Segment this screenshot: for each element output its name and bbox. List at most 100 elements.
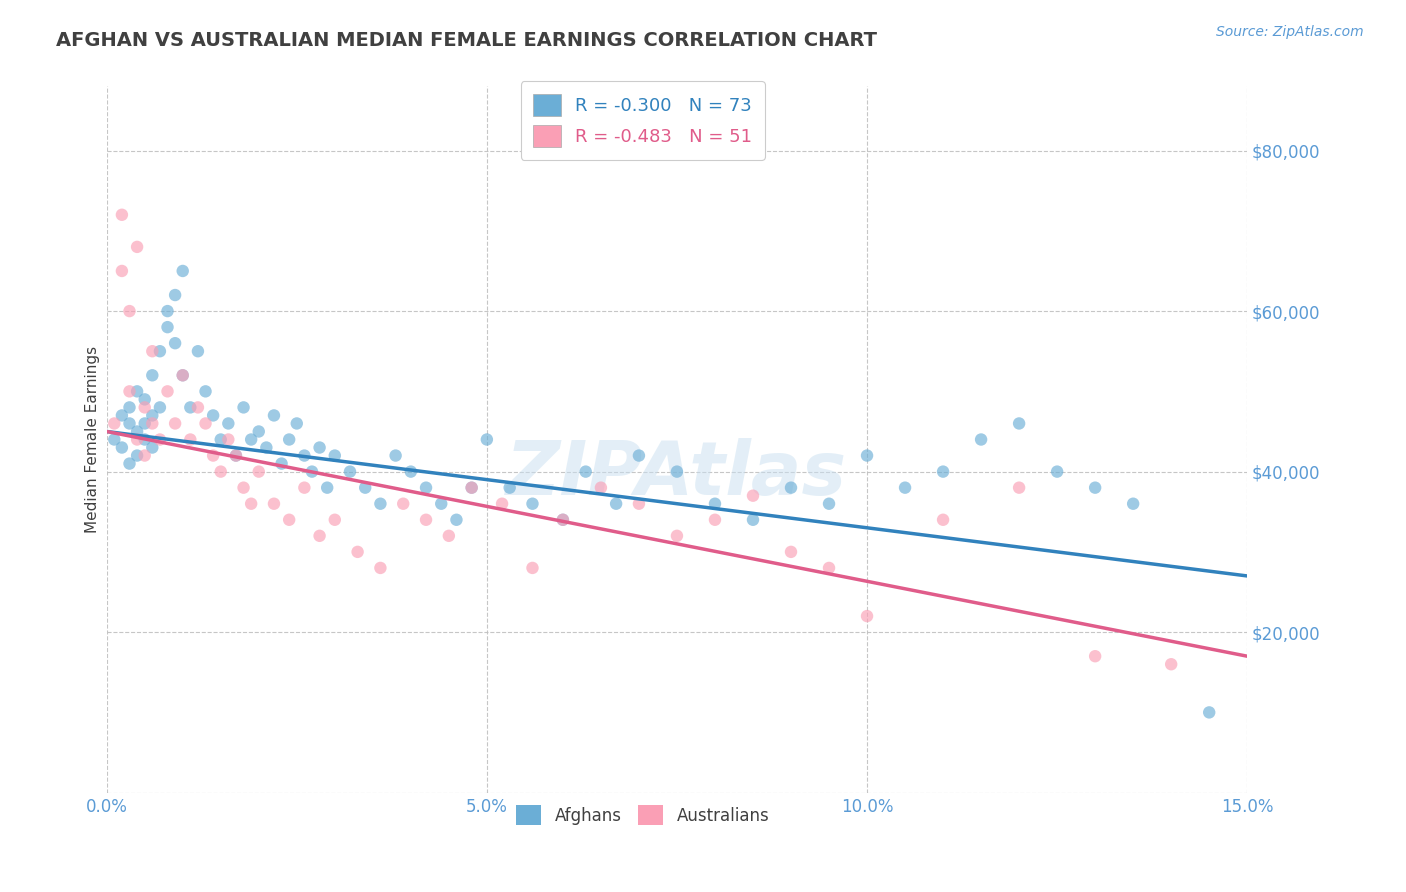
Point [194, 417, 217, 431]
Point [522, 497, 544, 511]
Point [118, 304, 141, 318]
Point [240, 497, 263, 511]
Point [780, 481, 803, 495]
Point [894, 481, 917, 495]
Point [209, 433, 232, 447]
Point [384, 449, 406, 463]
Point [415, 513, 437, 527]
Point [103, 417, 125, 431]
Point [232, 481, 254, 495]
Point [134, 417, 156, 431]
Point [247, 465, 270, 479]
Point [172, 368, 194, 383]
Point [179, 401, 201, 415]
Point [217, 417, 239, 431]
Point [247, 425, 270, 439]
Point [179, 433, 201, 447]
Point [970, 433, 993, 447]
Point [187, 401, 209, 415]
Point [111, 264, 134, 278]
Point [932, 513, 955, 527]
Point [292, 449, 315, 463]
Point [856, 449, 879, 463]
Point [118, 384, 141, 399]
Point [165, 336, 187, 351]
Point [209, 465, 232, 479]
Legend: Afghans, Australians: Afghans, Australians [508, 797, 778, 834]
Point [141, 417, 163, 431]
Point [780, 545, 803, 559]
Point [111, 441, 134, 455]
Point [187, 344, 209, 359]
Point [1198, 706, 1220, 720]
Point [460, 481, 482, 495]
Point [165, 417, 187, 431]
Point [134, 401, 156, 415]
Point [308, 529, 330, 543]
Point [118, 457, 141, 471]
Point [818, 561, 841, 575]
Point [194, 384, 217, 399]
Point [156, 320, 179, 334]
Point [1008, 417, 1031, 431]
Point [111, 409, 134, 423]
Point [202, 449, 225, 463]
Point [217, 433, 239, 447]
Point [339, 465, 361, 479]
Point [134, 392, 156, 407]
Point [932, 465, 955, 479]
Point [141, 368, 163, 383]
Point [308, 441, 330, 455]
Point [742, 489, 765, 503]
Point [818, 497, 841, 511]
Point [627, 497, 650, 511]
Point [665, 465, 688, 479]
Point [399, 465, 422, 479]
Point [134, 433, 156, 447]
Point [370, 497, 392, 511]
Text: Source: ZipAtlas.com: Source: ZipAtlas.com [1216, 25, 1364, 39]
Point [118, 417, 141, 431]
Point [156, 384, 179, 399]
Point [316, 481, 339, 495]
Point [141, 409, 163, 423]
Text: ZIPAtlas: ZIPAtlas [506, 438, 848, 511]
Point [346, 545, 368, 559]
Point [141, 344, 163, 359]
Point [103, 433, 125, 447]
Point [301, 465, 323, 479]
Point [856, 609, 879, 624]
Point [278, 513, 301, 527]
Point [1084, 481, 1107, 495]
Point [127, 425, 149, 439]
Point [323, 449, 346, 463]
Point [742, 513, 765, 527]
Point [605, 497, 627, 511]
Point [172, 264, 194, 278]
Point [172, 368, 194, 383]
Point [704, 497, 727, 511]
Y-axis label: Median Female Earnings: Median Female Earnings [86, 346, 100, 533]
Point [627, 449, 650, 463]
Point [141, 441, 163, 455]
Point [1008, 481, 1031, 495]
Point [354, 481, 377, 495]
Point [149, 433, 172, 447]
Point [589, 481, 612, 495]
Point [149, 401, 172, 415]
Point [460, 481, 482, 495]
Point [285, 417, 308, 431]
Point [665, 529, 688, 543]
Point [1046, 465, 1069, 479]
Point [127, 449, 149, 463]
Point [127, 240, 149, 254]
Point [149, 344, 172, 359]
Point [263, 497, 285, 511]
Point [292, 481, 315, 495]
Point [127, 384, 149, 399]
Point [118, 401, 141, 415]
Point [263, 409, 285, 423]
Point [415, 481, 437, 495]
Point [111, 208, 134, 222]
Point [270, 457, 292, 471]
